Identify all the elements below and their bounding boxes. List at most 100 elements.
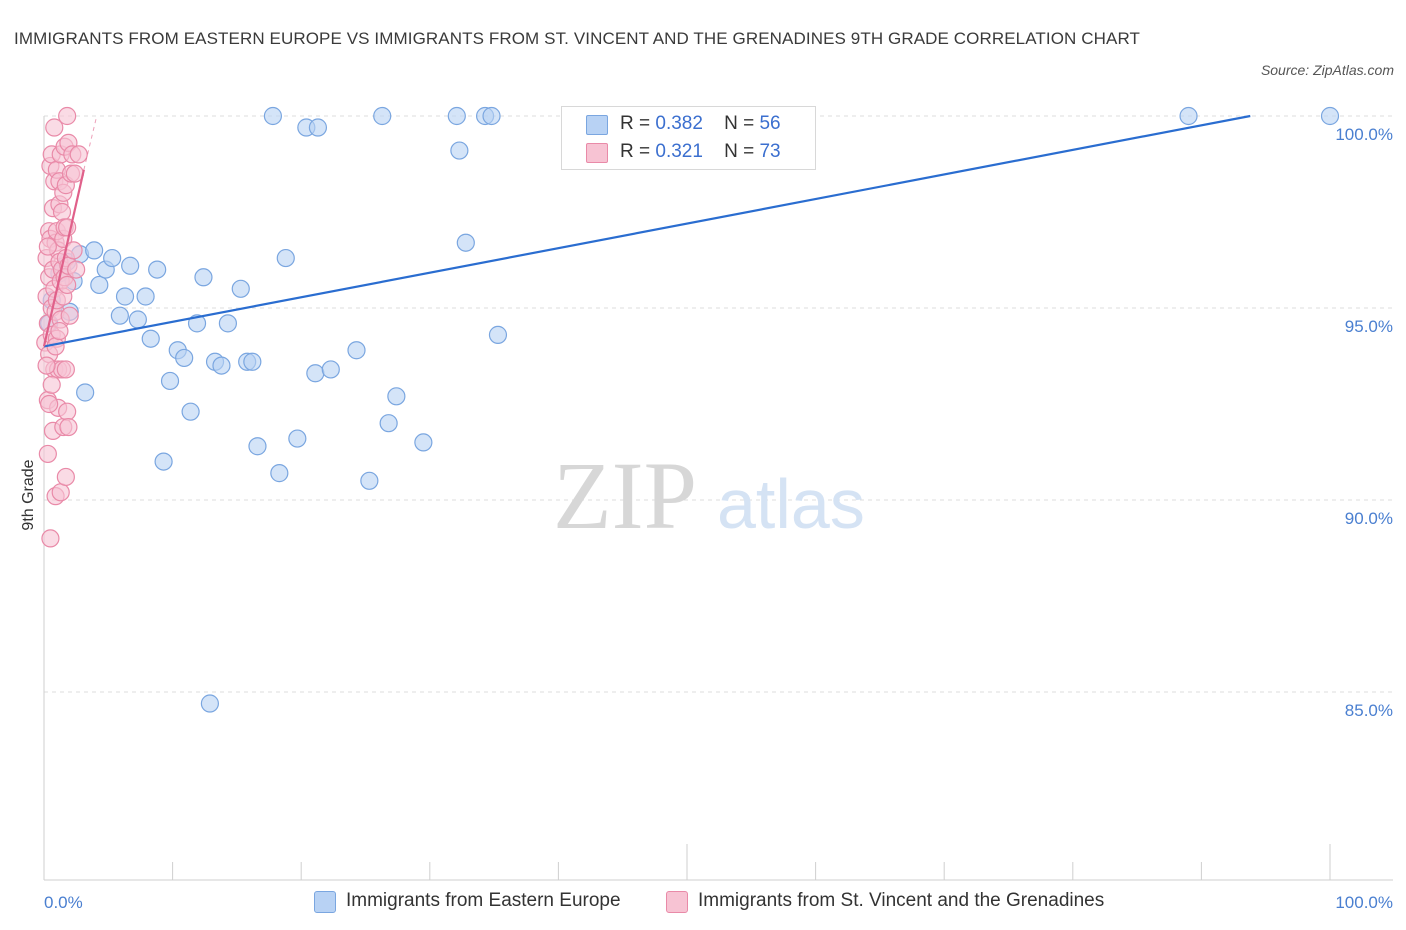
grid-lines bbox=[44, 115, 1393, 693]
data-point bbox=[69, 145, 88, 164]
data-point bbox=[414, 433, 433, 452]
data-point bbox=[141, 329, 160, 348]
data-point bbox=[347, 341, 366, 360]
data-point bbox=[243, 352, 262, 371]
chart-title: IMMIGRANTS FROM EASTERN EUROPE VS IMMIGR… bbox=[14, 29, 1140, 48]
legend-n-label: N = bbox=[724, 141, 755, 162]
legend-text-blue: R = 0.382 N = 56 bbox=[620, 113, 781, 135]
data-point bbox=[76, 383, 95, 402]
data-point bbox=[136, 287, 155, 306]
data-point bbox=[321, 360, 340, 379]
data-point bbox=[175, 348, 194, 368]
y-axis-label: 9th Grade bbox=[20, 459, 37, 530]
data-point bbox=[115, 287, 135, 306]
legend-r-value: 0.321 bbox=[655, 141, 703, 162]
trendline-st-vincent bbox=[42, 169, 85, 347]
data-point bbox=[38, 237, 57, 256]
legend-swatch-st-vincent bbox=[666, 891, 688, 913]
data-point bbox=[212, 356, 231, 375]
legend-n-value: 56 bbox=[759, 113, 781, 134]
legend-swatch-pink bbox=[586, 143, 608, 163]
data-point bbox=[121, 256, 140, 275]
data-point bbox=[51, 483, 70, 502]
legend-n-value: 73 bbox=[759, 141, 781, 162]
data-point bbox=[1320, 106, 1340, 126]
data-point bbox=[52, 202, 72, 222]
data-point bbox=[218, 314, 237, 333]
data-point bbox=[58, 106, 77, 126]
y-tick-label: 85.0% bbox=[1345, 701, 1393, 720]
data-point bbox=[194, 268, 213, 287]
data-point bbox=[60, 306, 79, 325]
data-point bbox=[231, 279, 250, 298]
data-point bbox=[360, 471, 379, 490]
data-point bbox=[308, 118, 328, 137]
legend-swatch-blue bbox=[586, 115, 608, 135]
data-point bbox=[181, 402, 200, 421]
data-point bbox=[37, 356, 56, 375]
data-point bbox=[59, 417, 78, 437]
data-point bbox=[56, 467, 75, 487]
data-point bbox=[450, 141, 469, 160]
legend-r-label: R = bbox=[620, 141, 651, 162]
y-tick-label: 100.0% bbox=[1335, 125, 1393, 144]
data-point bbox=[379, 414, 398, 433]
data-point bbox=[85, 241, 104, 260]
trendline-st-vincent-extension bbox=[83, 115, 98, 170]
data-point bbox=[270, 464, 289, 483]
watermark-zip: ZIP bbox=[553, 442, 697, 549]
source-label: Source: ZipAtlas.com bbox=[1260, 62, 1394, 78]
data-point bbox=[90, 275, 109, 295]
data-point bbox=[160, 371, 180, 391]
data-point bbox=[263, 106, 283, 126]
data-point bbox=[187, 314, 207, 333]
data-point bbox=[306, 364, 325, 383]
series-eastern-europe bbox=[40, 106, 1340, 713]
y-tick-label: 95.0% bbox=[1345, 317, 1393, 336]
data-point bbox=[58, 402, 77, 421]
stats-legend: R = 0.382 N = 56 R = 0.321 N = 73 bbox=[561, 106, 816, 170]
data-point bbox=[45, 118, 64, 137]
series-legend: Immigrants from Eastern Europe Immigrant… bbox=[0, 889, 1406, 915]
data-point bbox=[154, 452, 173, 471]
legend-n-label: N = bbox=[724, 113, 755, 134]
data-point bbox=[447, 106, 466, 126]
legend-label-eastern-europe: Immigrants from Eastern Europe bbox=[346, 890, 621, 911]
data-point bbox=[148, 260, 167, 279]
data-point bbox=[38, 444, 57, 464]
x-tick-label-max: 100.0% bbox=[1335, 893, 1393, 912]
trendlines bbox=[42, 114, 1251, 348]
x-tick-label-min: 0.0% bbox=[44, 893, 83, 912]
watermark: ZIP atlas bbox=[553, 442, 865, 549]
trendline-eastern-europe bbox=[43, 114, 1251, 348]
data-point bbox=[103, 248, 122, 268]
legend-swatch-eastern-europe bbox=[314, 891, 336, 913]
data-point bbox=[40, 394, 59, 414]
watermark-atlas: atlas bbox=[717, 465, 865, 543]
y-tick-label: 90.0% bbox=[1345, 509, 1393, 528]
data-point bbox=[128, 310, 147, 329]
data-point bbox=[276, 248, 295, 268]
data-point bbox=[42, 375, 61, 394]
data-point bbox=[41, 529, 60, 548]
data-point bbox=[456, 233, 475, 252]
data-point bbox=[110, 306, 129, 325]
data-point bbox=[248, 437, 267, 456]
legend-text-pink: R = 0.321 N = 73 bbox=[620, 141, 781, 163]
data-point bbox=[50, 321, 69, 341]
data-point bbox=[56, 360, 75, 379]
data-point bbox=[288, 429, 307, 448]
data-point bbox=[58, 275, 77, 295]
y-tick-labels: 85.0% 90.0% 95.0% 100.0% bbox=[1335, 125, 1393, 720]
data-point bbox=[488, 325, 508, 344]
data-point bbox=[67, 260, 86, 279]
legend-r-value: 0.382 bbox=[655, 113, 703, 134]
data-point bbox=[1179, 106, 1198, 126]
data-point bbox=[387, 387, 406, 406]
legend-label-st-vincent: Immigrants from St. Vincent and the Gren… bbox=[698, 890, 1105, 911]
data-point bbox=[482, 106, 501, 126]
series-st-vincent bbox=[36, 106, 88, 548]
legend-r-label: R = bbox=[620, 113, 651, 134]
data-point bbox=[200, 694, 219, 713]
